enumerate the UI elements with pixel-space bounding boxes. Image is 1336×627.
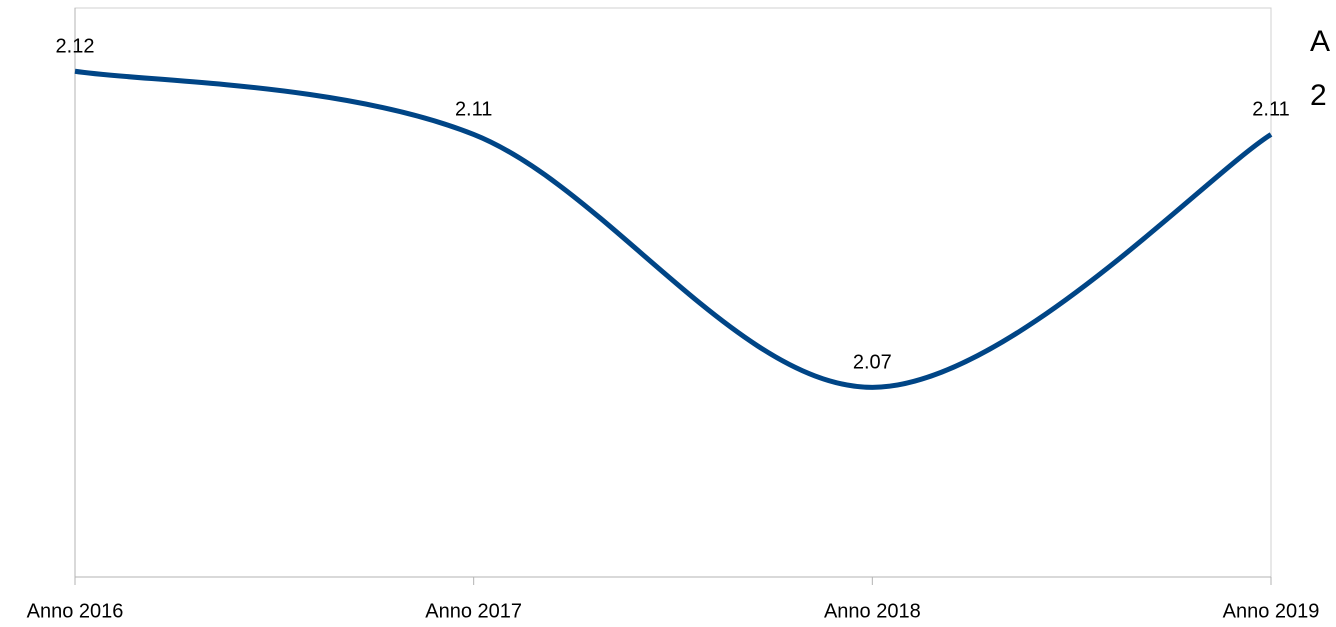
x-tick-label: Anno 2018 (824, 600, 921, 622)
data-label: 2.12 (56, 36, 95, 58)
line (74, 68, 1273, 390)
data-label: 2.11 (455, 99, 492, 121)
annotation: 2 (1310, 79, 1327, 112)
annotation: A (1310, 25, 1330, 58)
x-tick-label: Anno 2019 (1223, 600, 1320, 622)
data-label: 2.07 (853, 352, 892, 374)
data-label: 2.11 (1252, 99, 1289, 121)
x-tick-label: Anno 2017 (425, 600, 522, 622)
plot-frame (74, 7, 1272, 578)
x-tick-label: Anno 2016 (27, 600, 124, 622)
